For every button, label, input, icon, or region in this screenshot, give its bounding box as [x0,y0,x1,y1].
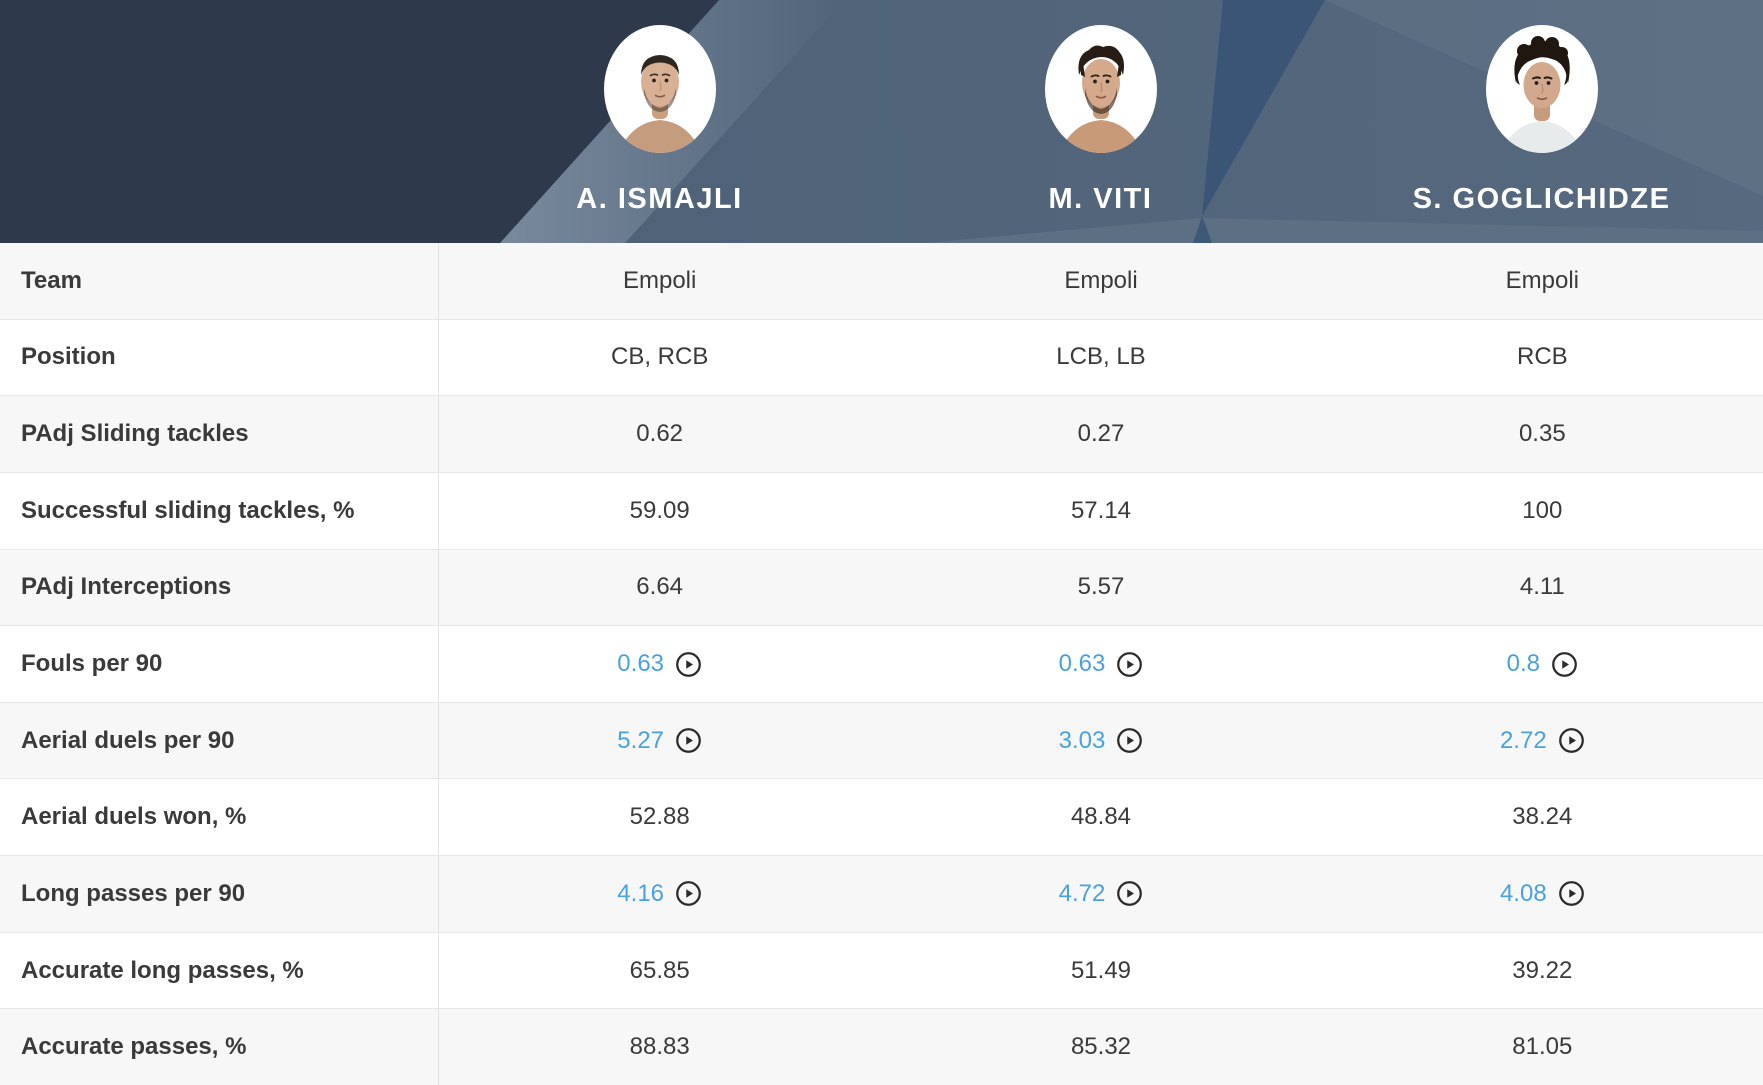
stat-value: 100 [1522,496,1563,524]
table-row-long-passes-per-90: Long passes per 90 4.16 4.72 4.08 [0,855,1763,932]
stat-number: 4.16 [617,879,665,907]
player-avatar-goglichidze [1485,25,1598,153]
row-label: Fouls per 90 [0,626,439,702]
stat-value: 2.72 [1322,703,1763,779]
video-stat-link[interactable]: 4.08 [1500,880,1585,908]
player-name: M. VITI [1048,183,1153,215]
player-header-viti: M. VITI [880,0,1321,243]
stat-value: 0.8 [1322,626,1763,702]
row-label: Position [0,319,439,396]
stat-value: 4.72 [880,856,1321,932]
play-circle-icon [1558,881,1584,907]
table-row-padj-sliding-tackles: PAdj Sliding tackles 0.62 0.27 0.35 [0,395,1763,472]
play-circle-icon [1117,728,1143,754]
player-name: S. GOGLICHIDZE [1412,183,1671,215]
video-stat-link[interactable]: 0.8 [1507,650,1578,678]
stat-number: 5.27 [617,726,665,754]
stat-value: 52.88 [629,803,690,831]
stat-value: CB, RCB [610,343,709,371]
stat-value: 0.62 [636,420,684,448]
stat-value: Empoli [1505,266,1579,294]
table-row-aerial-duels-per-90: Aerial duels per 90 5.27 3.03 2.72 [0,701,1763,779]
stats-table: Team Empoli Empoli Empoli Position CB, R… [0,243,1763,1085]
player-header-ismajli: A. ISMAJLI [439,0,880,243]
stat-value: 4.11 [1519,573,1565,601]
row-label: Team [0,243,439,319]
player-name: A. ISMAJLI [576,183,743,215]
play-circle-icon [1117,881,1143,907]
row-label: Accurate long passes, % [0,932,439,1009]
video-stat-link[interactable]: 4.72 [1059,880,1144,908]
video-stat-link[interactable]: 0.63 [617,650,702,678]
stat-value: 6.64 [636,573,684,601]
stat-value: 5.57 [1077,573,1125,601]
video-stat-link[interactable]: 3.03 [1059,727,1144,755]
stat-number: 4.72 [1058,879,1106,907]
row-label: Long passes per 90 [0,856,439,932]
row-label: Aerial duels won, % [0,779,439,856]
stat-value: 0.27 [1077,420,1125,448]
play-circle-icon [1117,651,1143,677]
stat-value: 59.09 [629,496,690,524]
stat-value: 0.35 [1518,420,1566,448]
table-row-fouls-per-90: Fouls per 90 0.63 0.63 0.8 [0,625,1763,702]
stat-number: 0.63 [1058,650,1106,678]
row-label: PAdj Sliding tackles [0,396,439,472]
stat-value: 38.24 [1512,803,1573,831]
stat-value: 81.05 [1512,1033,1573,1061]
stat-number: 4.08 [1499,879,1547,907]
stat-value: 0.63 [439,626,880,702]
stat-value: 51.49 [1070,956,1132,984]
video-stat-link[interactable]: 0.63 [1059,650,1144,678]
player-header-goglichidze: S. GOGLICHIDZE [1321,0,1762,243]
play-circle-icon [1558,728,1584,754]
stat-value: LCB, LB [1056,343,1146,371]
play-circle-icon [1552,651,1577,677]
play-circle-icon [676,651,701,677]
comparison-header: A. ISMAJLI [0,0,1763,243]
row-label: PAdj Interceptions [0,549,439,626]
stat-value: 4.16 [439,856,880,932]
table-row-position: Position CB, RCB LCB, LB RCB [0,318,1763,396]
header-background [0,0,1763,243]
stat-value: 85.32 [1070,1033,1132,1061]
video-stat-link[interactable]: 4.16 [617,880,702,908]
stat-value: 48.84 [1070,803,1132,831]
stat-value: 4.08 [1322,856,1763,932]
stat-value: 88.83 [629,1033,690,1061]
row-label: Aerial duels per 90 [0,702,439,779]
stat-value: 39.22 [1512,956,1573,984]
table-row-aerial-duels-won: Aerial duels won, % 52.88 48.84 38.24 [0,778,1763,856]
stat-value: RCB [1516,343,1568,371]
stat-value: Empoli [622,266,697,294]
row-label: Successful sliding tackles, % [0,472,439,549]
stat-number: 3.03 [1058,726,1106,754]
video-stat-link[interactable]: 5.27 [617,727,702,755]
table-row-accurate-long-passes: Accurate long passes, % 65.85 51.49 39.2… [0,931,1763,1009]
table-row-accurate-passes: Accurate passes, % 88.83 85.32 81.05 [0,1008,1763,1085]
table-row-team: Team Empoli Empoli Empoli [0,243,1763,319]
stat-value: Empoli [1064,266,1138,294]
video-stat-link[interactable]: 2.72 [1500,727,1585,755]
stat-value: 5.27 [439,703,880,779]
stat-value: 3.03 [880,703,1321,779]
stat-value: 65.85 [629,956,690,984]
play-circle-icon [676,728,701,754]
table-row-padj-interceptions: PAdj Interceptions 6.64 5.57 4.11 [0,548,1763,626]
stat-number: 0.8 [1506,650,1540,678]
stat-value: 57.14 [1070,496,1132,524]
table-row-successful-sliding-tackles: Successful sliding tackles, % 59.09 57.1… [0,471,1763,549]
player-avatar-ismajli [603,25,716,153]
stat-number: 0.63 [617,650,665,678]
stat-number: 2.72 [1499,726,1547,754]
player-avatar-viti [1044,25,1157,153]
row-label: Accurate passes, % [0,1009,439,1085]
stat-value: 0.63 [880,626,1321,702]
play-circle-icon [676,881,701,907]
